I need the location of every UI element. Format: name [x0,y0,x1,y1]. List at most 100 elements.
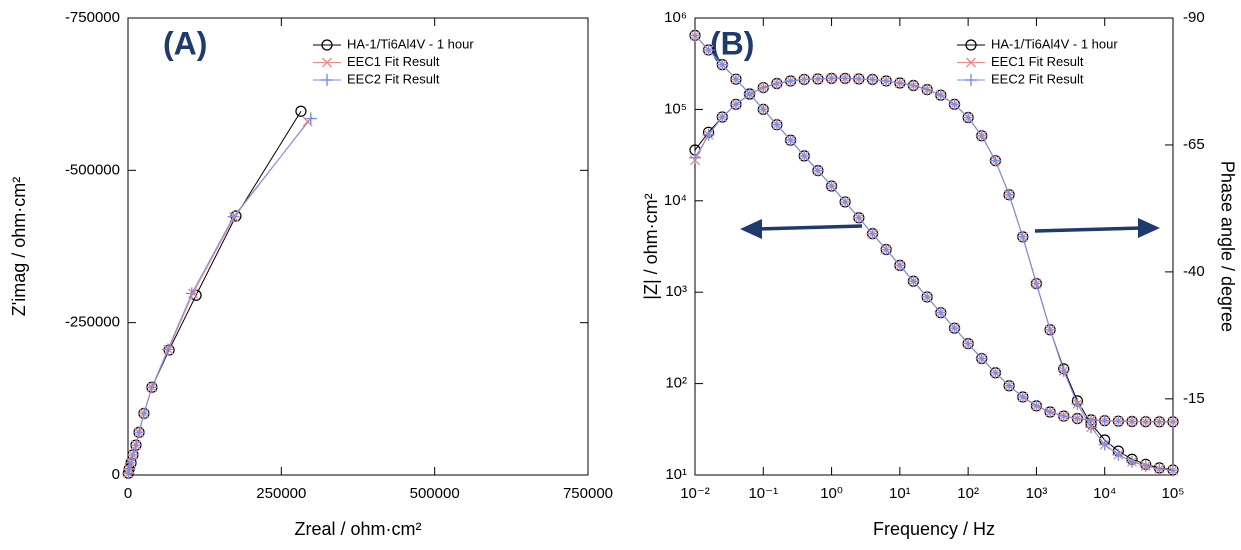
marker [1167,464,1179,477]
marker [1126,415,1139,428]
series-line [127,121,309,474]
x-tick-label: 750000 [563,485,613,502]
arrows [740,218,1160,239]
legend-marker [321,39,333,51]
y2-axis-title: Phase angle / degree [1217,161,1237,332]
legend-marker [322,57,332,68]
marker [770,118,783,131]
marker [1098,414,1111,427]
marker [1016,390,1029,403]
marker [1112,415,1125,428]
y2-tick-label: -40 [1183,263,1205,280]
marker [1153,415,1166,428]
marker [866,227,879,240]
marker [893,76,906,89]
marker [1057,364,1070,377]
marker [893,259,906,272]
x-axis-title: Frequency / Hz [873,519,995,539]
marker [907,275,920,288]
y-tick-label: 10³ [665,283,687,300]
panel-label: (A) [163,25,207,61]
marker [839,195,852,208]
marker [975,352,988,365]
marker [948,98,961,111]
legend-marker [321,74,333,86]
marker [1126,455,1139,468]
y-tick-label: -750000 [65,9,120,26]
x-tick-label: 250000 [256,485,306,502]
y2-tick-label: -15 [1183,390,1205,407]
marker [1016,230,1029,243]
marker [811,72,824,85]
y-tick-label: 10² [665,375,687,392]
marker [1098,438,1111,451]
marker [304,112,317,125]
marker [133,426,146,439]
marker [1167,415,1179,428]
y2-tick-label: -65 [1183,136,1205,153]
marker [948,322,961,335]
legend-label: EEC2 Fit Result [991,71,1084,86]
series-line [694,77,1174,471]
marker [1139,459,1152,472]
marker [1044,323,1057,336]
marker [129,439,142,452]
marker [689,29,701,42]
x-tick-label: 10⁵ [1162,485,1185,502]
marker [1071,397,1084,410]
marker [1057,410,1070,423]
marker [934,306,947,319]
marker [921,290,934,303]
y-tick-label: 10⁵ [664,100,687,117]
x-axis-title: Zreal / ohm·cm² [294,519,421,539]
arrow-left [757,224,863,231]
marker [989,154,1002,167]
y-tick-label: 10¹ [665,466,687,483]
marker [716,58,729,71]
marker [880,243,893,256]
marker [907,79,920,92]
marker [770,77,783,90]
x-tick-label: 10¹ [889,485,911,502]
marker [784,134,797,147]
marker [784,74,797,87]
x-tick-label: 10⁰ [820,485,843,502]
marker [852,72,865,85]
plot-frame [694,17,1174,476]
marker [975,129,988,142]
legend-marker [965,39,977,51]
marker [1085,421,1098,434]
marker [1030,277,1043,290]
marker [1071,412,1084,425]
marker [125,456,138,469]
marker [1153,462,1166,475]
marker [757,103,770,116]
legend-label: HA-1/Ti6Al4V - 1 hour [991,36,1118,51]
marker [798,73,811,86]
marker [1044,405,1057,418]
y-tick-label: 10⁶ [664,9,687,26]
marker [702,44,715,57]
marker [839,72,852,85]
marker [962,111,975,124]
legend-label: EEC1 Fit Result [991,54,1084,69]
marker [729,98,742,111]
marker [729,73,742,86]
arrow-head [740,219,762,239]
marker [161,343,174,356]
y-tick-label: -250000 [65,314,120,331]
marker [227,210,240,223]
y-axis-title: |Z| / ohm·cm² [641,193,661,299]
x-tick-label: 10⁻¹ [748,485,778,502]
marker [123,462,136,475]
y-tick-label: 0 [112,466,120,483]
legend-marker [966,57,976,68]
marker [757,81,770,94]
marker [1003,379,1016,392]
y2-tick-label: -90 [1183,9,1205,26]
legend-label: EEC2 Fit Result [347,71,440,86]
marker [716,111,729,124]
series-line [127,110,302,474]
arrow-right [1034,226,1143,233]
